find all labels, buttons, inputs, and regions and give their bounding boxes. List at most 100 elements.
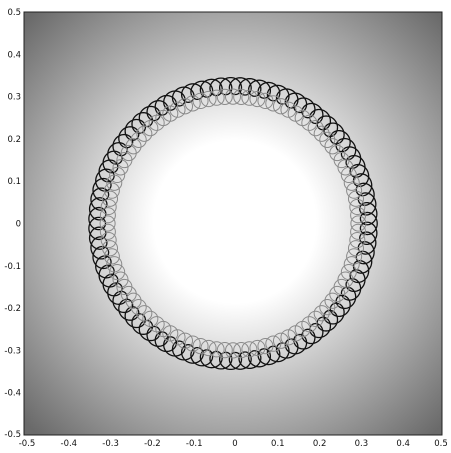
data-point-marker: [257, 92, 274, 110]
data-point-marker: [176, 332, 194, 349]
data-point-marker: [287, 105, 304, 122]
data-point-marker: [162, 325, 179, 342]
x-tick-label: -0.1: [186, 439, 203, 449]
y-tick-label: 0.2: [7, 135, 21, 145]
y-tick-label: 0.5: [7, 8, 21, 18]
data-point-marker: [265, 335, 282, 352]
y-tick-label: -0.2: [4, 304, 21, 314]
x-tick-label: -0.2: [144, 439, 161, 449]
data-point-marker: [103, 248, 120, 265]
x-tick-label: 0.5: [434, 439, 448, 449]
y-tick-label: -0.4: [4, 389, 21, 399]
plot-frame: [23, 11, 443, 436]
data-point-marker: [346, 248, 363, 265]
y-tick-label: -0.1: [4, 262, 21, 272]
data-point-marker: [265, 95, 282, 112]
data-point-marker: [340, 263, 357, 281]
data-point-marker: [208, 89, 225, 106]
data-point-marker: [169, 101, 186, 118]
x-tick-label: 0.3: [355, 439, 369, 449]
data-point-marker: [101, 190, 119, 207]
data-point-marker: [224, 342, 242, 359]
data-point-marker: [301, 316, 318, 333]
data-point-marker: [125, 292, 142, 309]
data-point-marker: [142, 119, 159, 137]
plot-content: [88, 76, 378, 371]
data-point-marker: [280, 329, 297, 346]
data-point-marker: [136, 305, 153, 322]
data-point-marker: [130, 299, 147, 316]
data-point-marker: [249, 339, 266, 357]
x-tick-label: -0.4: [61, 439, 78, 449]
data-point-marker: [192, 92, 209, 110]
data-point-marker: [319, 299, 336, 316]
y-tick-label: 0.1: [7, 177, 21, 187]
data-point-marker: [142, 310, 159, 328]
data-point-marker: [109, 263, 126, 281]
x-tick-label: 0.2: [313, 439, 327, 449]
data-point-marker: [184, 335, 201, 352]
x-tick-label: -0.3: [102, 439, 119, 449]
y-tick-label: -0.3: [4, 346, 21, 356]
data-point-marker: [233, 342, 250, 359]
x-tick-label: -0.5: [19, 439, 36, 449]
data-point-marker: [136, 125, 153, 142]
y-tick-label: 0.4: [7, 50, 21, 60]
data-point-marker: [101, 240, 119, 257]
data-point-marker: [337, 271, 354, 288]
data-point-marker: [216, 342, 233, 359]
data-point-marker: [347, 190, 365, 207]
data-point-marker: [343, 174, 360, 191]
data-point-marker: [340, 166, 357, 184]
data-point-marker: [272, 332, 290, 349]
y-axis: 0.5 0.4 0.3 0.2 0.1 0 -0.1 -0.2 -0.3 -0.…: [4, 8, 21, 440]
data-point-marker: [99, 223, 116, 240]
data-point-marker: [130, 131, 147, 148]
data-point-marker: [103, 182, 120, 199]
x-tick-label: 0.4: [396, 439, 410, 449]
data-point-marker: [148, 114, 165, 131]
data-point-marker: [192, 337, 209, 355]
x-axis: -0.5 -0.4 -0.3 -0.2 -0.1 0 0.1 0.2 0.3 0…: [19, 439, 448, 449]
data-point-marker: [350, 215, 367, 232]
data-point-marker: [109, 166, 126, 184]
y-tick-label: -0.5: [4, 430, 21, 440]
data-point-marker: [257, 337, 274, 355]
data-point-marker: [346, 182, 363, 199]
data-point-marker: [216, 88, 233, 105]
data-point-marker: [313, 125, 330, 142]
data-point-marker: [184, 95, 201, 112]
data-point-marker: [313, 305, 330, 322]
data-point-marker: [200, 90, 217, 108]
data-point-marker: [307, 119, 324, 137]
data-point-marker: [350, 223, 367, 240]
data-point-marker: [241, 341, 258, 358]
x-tick-label: 0: [232, 439, 237, 449]
marker-layer: [99, 88, 367, 359]
data-point-marker: [112, 159, 129, 176]
data-point-marker: [99, 215, 116, 232]
data-point-marker: [112, 271, 129, 288]
data-point-marker: [100, 231, 117, 249]
data-point-marker: [99, 207, 116, 224]
data-point-marker: [272, 98, 290, 115]
y-tick-label: 0.3: [7, 93, 21, 103]
y-tick-label: 0: [16, 220, 21, 230]
data-point-marker: [116, 151, 133, 169]
data-point-marker: [233, 88, 250, 105]
data-point-marker: [249, 90, 266, 108]
x-tick-label: 0.1: [271, 439, 285, 449]
data-point-marker: [208, 341, 225, 358]
data-point-marker: [333, 278, 350, 296]
data-point-marker: [324, 138, 341, 155]
data-point-marker: [200, 339, 217, 357]
data-point-marker: [349, 198, 366, 216]
data-point-marker: [241, 89, 258, 106]
data-point-marker: [176, 98, 194, 115]
data-point-marker: [319, 131, 336, 148]
data-point-marker: [106, 256, 123, 273]
data-point-marker: [343, 256, 360, 273]
data-point-marker: [106, 174, 123, 191]
plot-background: [24, 12, 442, 435]
